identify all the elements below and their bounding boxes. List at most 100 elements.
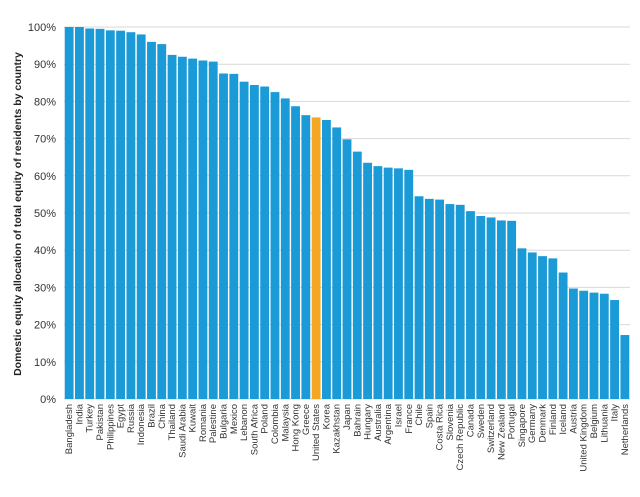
x-tick-label: Philippines xyxy=(105,404,116,450)
x-tick-label: Colombia xyxy=(270,403,281,444)
x-tick-label: Thailand xyxy=(167,404,178,440)
bar-turkey xyxy=(85,28,95,400)
x-tick-label: Indonesia xyxy=(136,403,147,445)
x-tick-label: Saudi Arabia xyxy=(177,403,188,458)
y-tick-label: 20% xyxy=(34,320,56,332)
bar-czech-republic xyxy=(455,204,465,399)
bar-kuwait xyxy=(188,58,198,400)
x-tick-label: Brazil xyxy=(146,404,157,428)
x-tick-label: Chile xyxy=(414,404,425,426)
x-tick-label: Pakistan xyxy=(95,404,106,440)
x-tick-label: Mexico xyxy=(229,404,240,434)
x-tick-label: Lithuania xyxy=(599,403,610,442)
x-tick-label: Greece xyxy=(301,404,312,435)
x-tick-label: Romania xyxy=(198,403,209,442)
bar-lithuania xyxy=(599,293,609,399)
x-tick-label: Iceland xyxy=(558,404,569,435)
bar-poland xyxy=(260,86,270,400)
y-tick-label: 40% xyxy=(34,245,56,257)
x-tick-label: Russia xyxy=(126,403,137,433)
bar-sweden xyxy=(476,215,486,399)
x-tick-label: Sweden xyxy=(476,404,487,438)
x-tick-label: Egypt xyxy=(116,404,127,429)
bar-palestine xyxy=(208,61,218,399)
bar-austria xyxy=(568,288,578,399)
y-tick-label: 30% xyxy=(34,282,56,294)
bar-costa-rica xyxy=(435,199,445,399)
x-tick-label: Palestine xyxy=(208,404,219,443)
x-tick-label: Bahrain xyxy=(352,404,363,437)
x-tick-label: Germany xyxy=(527,404,538,443)
bar-australia xyxy=(373,166,383,399)
x-tick-label: Bangladesh xyxy=(64,404,75,454)
x-tick-label: Malaysia xyxy=(280,403,291,441)
x-tick-label: Hungary xyxy=(363,404,374,440)
bar-denmark xyxy=(538,256,547,399)
bar-spain xyxy=(424,198,434,399)
y-tick-label: 100% xyxy=(28,22,56,34)
bar-belgium xyxy=(589,292,599,399)
bar-pakistan xyxy=(95,28,105,400)
x-tick-label: Turkey xyxy=(85,404,96,433)
bar-finland xyxy=(548,258,558,399)
bar-singapore xyxy=(517,248,527,399)
bar-israel xyxy=(394,168,403,399)
bar-japan xyxy=(342,139,352,399)
x-tick-label: Spain xyxy=(424,404,435,428)
bar-lebanon xyxy=(239,81,249,400)
bar-south-africa xyxy=(249,85,259,399)
x-tick-label: Costa Rica xyxy=(435,403,446,450)
y-tick-label: 80% xyxy=(34,96,56,108)
bar-hungary xyxy=(363,162,373,399)
bar-china xyxy=(157,44,167,400)
y-tick-label: 10% xyxy=(34,357,56,369)
bar-korea xyxy=(321,120,331,399)
bar-india xyxy=(75,27,84,399)
x-tick-label: Switzerland xyxy=(486,404,497,453)
y-tick-label: 70% xyxy=(34,134,56,146)
bar-france xyxy=(404,169,414,399)
bar-hong-kong xyxy=(291,106,300,400)
x-tick-label: Denmark xyxy=(538,404,549,443)
bar-saudi-arabia xyxy=(177,56,187,399)
bar-bulgaria xyxy=(219,73,228,399)
x-tick-label: Bulgaria xyxy=(219,403,230,439)
x-tick-label: New Zealand xyxy=(496,404,507,460)
bar-italy xyxy=(610,300,619,399)
bar-philippines xyxy=(105,30,115,399)
x-tick-label: Portugal xyxy=(507,404,518,439)
bar-mexico xyxy=(229,73,239,400)
x-tick-label: United Kingdom xyxy=(579,404,590,472)
y-tick-label: 0% xyxy=(40,394,56,406)
bar-egypt xyxy=(116,30,126,399)
x-tick-label: Finland xyxy=(548,404,559,435)
x-tick-label: France xyxy=(404,404,415,434)
bar-portugal xyxy=(507,220,517,399)
x-tick-label: Australia xyxy=(373,403,384,441)
bar-germany xyxy=(527,252,537,399)
bar-bangladesh xyxy=(64,27,74,399)
bar-russia xyxy=(126,32,136,400)
x-tick-label: China xyxy=(157,403,168,429)
x-tick-label: Hong Kong xyxy=(291,404,302,452)
x-tick-label: Kazakhstan xyxy=(332,404,343,454)
y-axis-ticks: 0% 10% 20% 30% 40% 50% 60% 70% 80% 90% 100% xyxy=(28,22,56,406)
x-axis-labels: Bangladesh India Turkey Pakistan Philippines… xyxy=(64,403,631,471)
bar-switzerland xyxy=(486,217,496,399)
bar-colombia xyxy=(270,92,280,399)
x-tick-label: Kuwait xyxy=(188,404,199,433)
x-tick-label: Korea xyxy=(321,403,332,429)
bar-netherlands xyxy=(620,335,630,399)
x-tick-label: South Africa xyxy=(249,403,260,455)
x-tick-label: Singapore xyxy=(517,404,528,447)
bar-united-states xyxy=(311,117,321,400)
bar-kazakhstan xyxy=(332,127,342,399)
bar-bahrain xyxy=(352,151,362,399)
bar-malaysia xyxy=(280,98,290,400)
bar-chile xyxy=(414,196,424,399)
y-tick-label: 90% xyxy=(34,59,56,71)
x-tick-label: Slovenia xyxy=(445,403,456,440)
bar-canada xyxy=(466,211,475,399)
bar-thailand xyxy=(167,54,177,400)
